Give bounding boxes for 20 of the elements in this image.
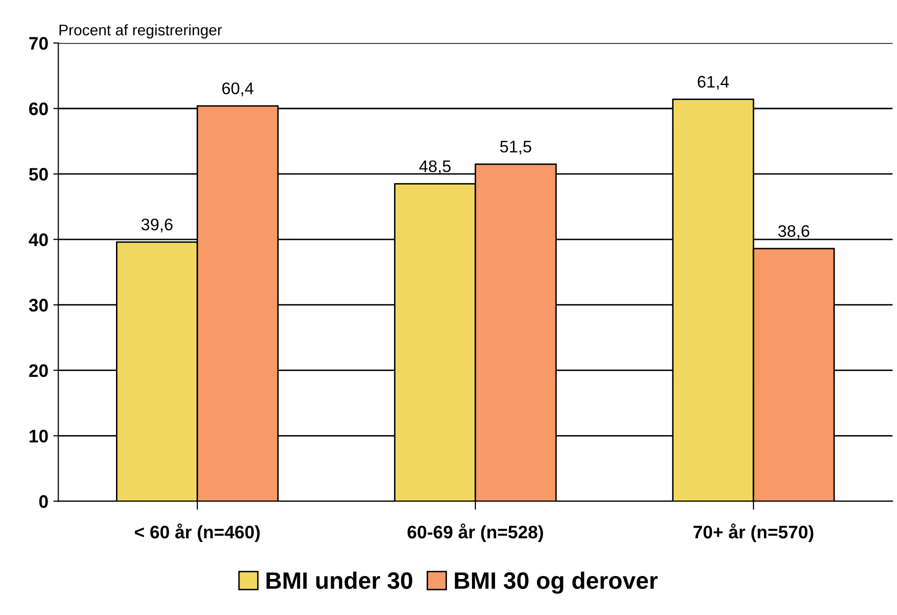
legend-label: BMI 30 og derover — [454, 572, 658, 594]
y-tick-label: 60 — [29, 102, 48, 116]
y-tick-label: 20 — [29, 364, 48, 378]
data-label: 48,5 — [419, 160, 451, 174]
y-tick-label: 70 — [29, 36, 48, 50]
x-tick-label: < 60 år (n=460) — [134, 523, 260, 542]
y-axis-title: Procent af registreringer — [60, 24, 222, 38]
data-label: 61,4 — [698, 76, 729, 90]
data-label: 38,6 — [778, 225, 810, 239]
y-tick-label: 40 — [28, 233, 48, 246]
y-tick-label: 30 — [28, 298, 48, 312]
legend-label: BMI under 30 — [266, 572, 412, 590]
x-tick-label: 60-69 år (n=528) — [408, 523, 544, 542]
data-label: 39,6 — [141, 218, 173, 232]
y-tick-label: 0 — [39, 495, 48, 508]
y-tick-label: 50 — [29, 168, 48, 181]
x-tick-label: 70+ år (n=570) — [694, 523, 814, 542]
y-tick-label: 10 — [30, 430, 48, 442]
data-label: 51,5 — [500, 140, 532, 154]
data-label: 60,4 — [222, 82, 254, 96]
